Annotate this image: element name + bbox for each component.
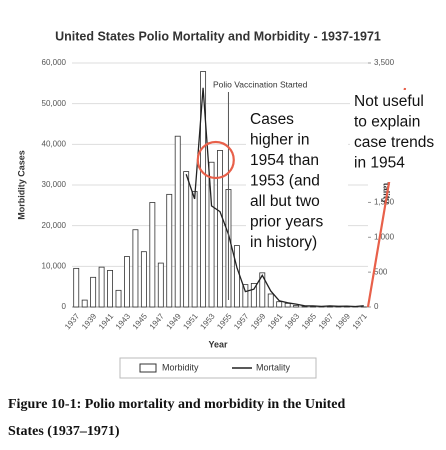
bar xyxy=(73,267,80,308)
bar xyxy=(174,135,181,308)
y-axis-title: Morbidity Cases xyxy=(16,150,26,220)
x-tick-label: 1965 xyxy=(300,311,319,331)
y-tick-label: 0 xyxy=(62,302,67,311)
bar xyxy=(166,193,173,308)
bar xyxy=(81,299,88,308)
x-tick-label: 1963 xyxy=(283,311,302,331)
x-tick-label: 1959 xyxy=(249,311,268,331)
x-tick-label: 1967 xyxy=(317,311,336,331)
y-tick-label: 60,000 xyxy=(42,58,67,67)
highlight-circle xyxy=(196,140,235,180)
bar xyxy=(157,262,164,308)
x-tick-label: 1955 xyxy=(215,311,234,331)
chart-title: United States Polio Mortality and Morbid… xyxy=(55,29,381,43)
y-tick-label: 10,000 xyxy=(42,261,67,270)
annotation-note: all but two xyxy=(250,193,320,210)
legend-label: Morbidity xyxy=(162,362,199,372)
bar xyxy=(132,229,139,308)
bar xyxy=(276,301,283,308)
annotation-note: Not useful xyxy=(354,93,424,110)
bar xyxy=(208,161,215,308)
legend-box xyxy=(119,357,317,379)
x-tick-label: 1971 xyxy=(351,311,370,331)
bar xyxy=(107,269,113,308)
annotation-note: 1953 (and xyxy=(250,173,320,190)
annotation-note: 1954 than xyxy=(250,152,319,169)
annotation-note: higher in xyxy=(250,132,309,149)
x-tick-label: 1943 xyxy=(114,311,133,331)
bar xyxy=(242,284,249,308)
x-tick-label: 1951 xyxy=(181,311,200,331)
x-axis-title: Year xyxy=(208,339,228,349)
bar xyxy=(140,251,147,308)
x-tick-label: 1939 xyxy=(80,311,99,331)
y2-tick-label: 500 xyxy=(374,267,388,276)
annotation-note: Cases xyxy=(250,111,294,128)
y-tick-label: 50,000 xyxy=(42,99,67,108)
legend-label: Mortality xyxy=(256,362,291,372)
annotation: Polio Vaccination Started xyxy=(213,79,308,89)
y2-tick-label: 3,500 xyxy=(374,58,395,67)
x-tick-label: 1937 xyxy=(63,311,82,331)
y2-tick-label: 1,000 xyxy=(374,232,395,241)
bar xyxy=(183,171,190,308)
y2-tick-label: 0 xyxy=(374,302,379,311)
bar xyxy=(250,283,257,308)
bar xyxy=(200,71,207,308)
bar xyxy=(115,289,122,308)
annotation-note: in 1954 xyxy=(354,155,405,172)
annotation-note: prior years xyxy=(250,214,323,231)
bar xyxy=(98,266,105,308)
x-tick-label: 1945 xyxy=(131,311,150,331)
y-tick-label: 20,000 xyxy=(42,221,67,230)
note-bg xyxy=(246,107,348,253)
x-tick-label: 1969 xyxy=(334,311,353,331)
bar xyxy=(90,276,97,308)
annotation-note: to explain xyxy=(354,114,420,131)
x-tick-label: 1947 xyxy=(148,311,167,331)
bar xyxy=(233,245,240,308)
y2-tick-label: 1,500 xyxy=(374,198,395,207)
x-tick-label: 1941 xyxy=(97,311,116,331)
bar xyxy=(217,150,223,308)
x-tick-label: 1953 xyxy=(198,311,217,331)
bar xyxy=(191,191,198,308)
legend-swatch xyxy=(139,363,157,373)
x-tick-label: 1957 xyxy=(232,311,251,331)
y-tick-label: 30,000 xyxy=(42,180,67,189)
bar xyxy=(259,272,266,308)
bar xyxy=(284,302,291,308)
bar xyxy=(293,304,300,308)
bar xyxy=(124,256,130,308)
bar xyxy=(267,293,274,308)
x-tick-label: 1961 xyxy=(266,311,285,331)
y2-axis-title: Mortality xyxy=(382,166,392,204)
note-bg xyxy=(350,90,444,182)
annotation-note: case trends xyxy=(354,134,434,151)
annotation-note: in history) xyxy=(250,234,317,251)
line xyxy=(185,87,364,308)
bar xyxy=(149,202,156,308)
y-tick-label: 40,000 xyxy=(42,139,67,148)
x-tick-label: 1949 xyxy=(165,311,184,331)
caption-line: Figure 10-1: Polio mortality and morbidi… xyxy=(8,397,345,412)
caption-line: States (1937–1971) xyxy=(8,424,120,439)
